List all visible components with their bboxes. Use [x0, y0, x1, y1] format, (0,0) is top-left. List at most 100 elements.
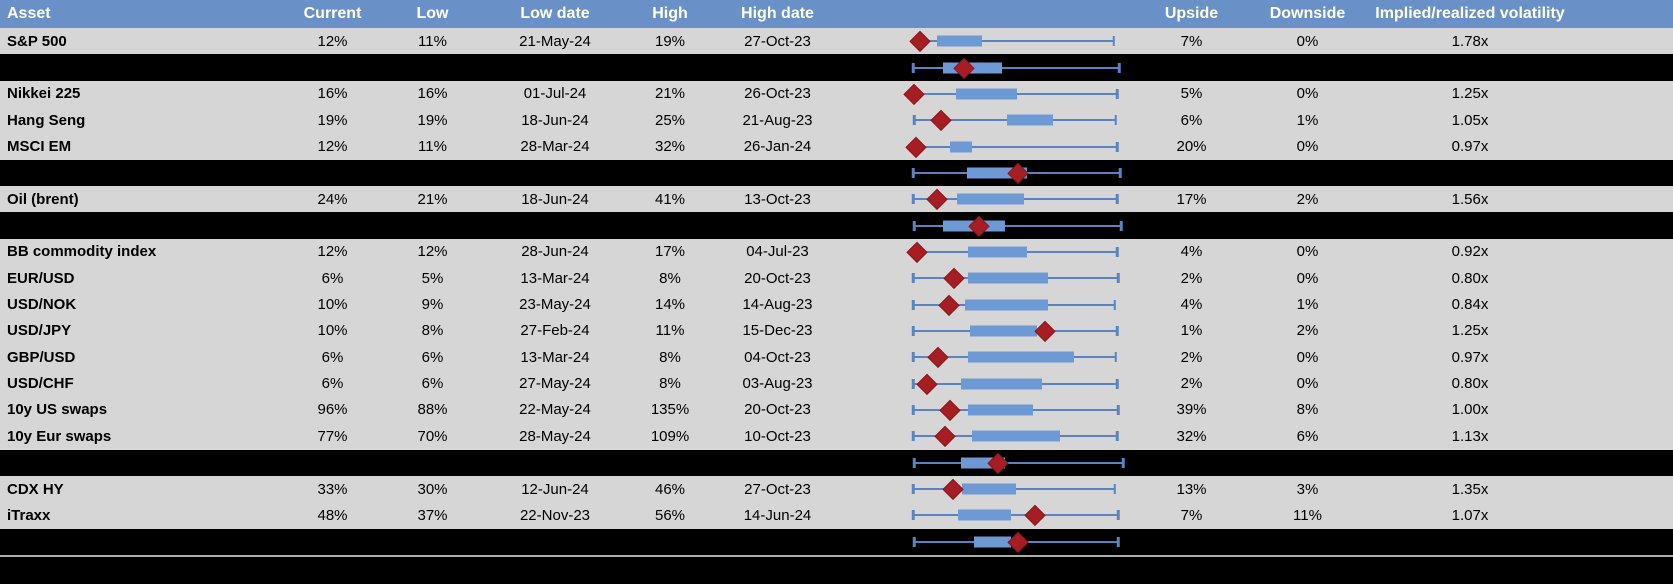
- current-cell[interactable]: 48%: [317, 506, 348, 524]
- implied-realized-cell[interactable]: 0.84x: [1451, 296, 1489, 314]
- table-row[interactable]: S&P 500 12% 11% 21-May-24 19% 27-Oct-23 7% 0% 1.…: [0, 28, 1673, 55]
- implied-realized-cell[interactable]: 0.80x: [1451, 375, 1489, 393]
- upside-cell[interactable]: 2%: [1180, 269, 1203, 287]
- downside-cell[interactable]: 0%: [1296, 32, 1319, 50]
- low-date-cell[interactable]: 18-Jun-24: [521, 190, 589, 208]
- high-cell[interactable]: 32%: [654, 138, 686, 156]
- high-date-cell[interactable]: 14-Jun-24: [743, 506, 812, 524]
- current-cell[interactable]: 6%: [321, 269, 344, 287]
- table-row[interactable]: GBP/USD 6% 6% 13-Mar-24 8% 04-Oct-23 2% 0% 0.97x: [0, 344, 1673, 371]
- downside-cell[interactable]: 2%: [1296, 190, 1319, 208]
- asset-cell[interactable]: 10y US swaps: [7, 401, 108, 419]
- high-cell[interactable]: 8%: [659, 348, 681, 366]
- downside-cell[interactable]: 0%: [1296, 269, 1319, 287]
- implied-realized-cell[interactable]: 1.25x: [1451, 85, 1489, 103]
- high-date-cell[interactable]: 21-Aug-23: [742, 111, 813, 129]
- asset-cell[interactable]: GBP/USD: [7, 348, 76, 366]
- upside-cell[interactable]: 20%: [1176, 138, 1207, 156]
- low-cell[interactable]: 8%: [421, 322, 444, 340]
- low-date-cell[interactable]: 18-Jun-24: [521, 111, 589, 129]
- implied-realized-cell[interactable]: 1.05x: [1451, 111, 1489, 129]
- downside-cell[interactable]: 11%: [1293, 506, 1322, 524]
- low-date-cell[interactable]: 27-Feb-24: [520, 322, 590, 340]
- current-cell[interactable]: 6%: [321, 348, 344, 366]
- upside-cell[interactable]: 17%: [1176, 190, 1207, 208]
- low-cell[interactable]: 11%: [418, 32, 447, 50]
- downside-cell[interactable]: 1%: [1296, 296, 1319, 314]
- upside-cell[interactable]: 13%: [1176, 480, 1207, 498]
- downside-cell[interactable]: 1%: [1296, 111, 1319, 129]
- high-cell[interactable]: 41%: [654, 190, 686, 208]
- implied-realized-cell[interactable]: 1.07x: [1451, 506, 1489, 524]
- downside-cell[interactable]: 0%: [1296, 243, 1319, 261]
- table-row[interactable]: 10y Eur swaps 77% 70% 28-May-24 109% 10-Oct-2…: [0, 423, 1673, 450]
- current-cell[interactable]: 12%: [317, 243, 348, 261]
- high-date-cell[interactable]: 10-Oct-23: [744, 427, 811, 445]
- upside-cell[interactable]: 39%: [1176, 401, 1207, 419]
- low-date-cell[interactable]: 28-Jun-24: [521, 243, 589, 261]
- low-cell[interactable]: 37%: [417, 506, 448, 524]
- high-cell[interactable]: 11%: [655, 322, 685, 340]
- low-cell[interactable]: 19%: [417, 111, 448, 129]
- table-row[interactable]: MSCI EM 12% 11% 28-Mar-24 32% 26-Jan-24 20% 0% 0…: [0, 133, 1673, 160]
- asset-cell[interactable]: Nikkei 225: [7, 85, 81, 103]
- high-date-cell[interactable]: 15-Dec-23: [742, 322, 813, 340]
- asset-cell[interactable]: iTraxx: [7, 506, 51, 524]
- table-row[interactable]: USD/JPY 10% 8% 27-Feb-24 11% 15-Dec-23 1% 2% 1.2…: [0, 317, 1673, 345]
- high-date-cell[interactable]: 27-Oct-23: [744, 480, 811, 498]
- low-cell[interactable]: 16%: [417, 85, 448, 103]
- table-row[interactable]: Oil (brent) 24% 21% 18-Jun-24 41% 13-Oct-23 17…: [0, 186, 1673, 213]
- high-date-cell[interactable]: 14-Aug-23: [742, 296, 813, 314]
- high-date-cell[interactable]: 13-Oct-23: [744, 190, 811, 208]
- upside-cell[interactable]: 2%: [1180, 375, 1203, 393]
- low-cell[interactable]: 70%: [417, 427, 448, 445]
- current-cell[interactable]: 24%: [317, 190, 348, 208]
- low-cell[interactable]: 12%: [417, 243, 448, 261]
- high-date-cell[interactable]: 26-Oct-23: [744, 85, 811, 103]
- current-cell[interactable]: 10%: [317, 322, 348, 340]
- low-date-cell[interactable]: 01-Jul-24: [523, 85, 587, 103]
- low-cell[interactable]: 30%: [417, 480, 448, 498]
- implied-realized-cell[interactable]: 1.35x: [1451, 480, 1489, 498]
- asset-cell[interactable]: 10y Eur swaps: [7, 427, 112, 445]
- current-cell[interactable]: 33%: [317, 480, 348, 498]
- high-cell[interactable]: 8%: [659, 375, 681, 393]
- asset-cell[interactable]: USD/NOK: [7, 296, 77, 314]
- high-cell[interactable]: 8%: [659, 269, 681, 287]
- high-cell[interactable]: 19%: [654, 32, 686, 50]
- low-cell[interactable]: 11%: [418, 138, 447, 156]
- table-row[interactable]: USD/CHF 6% 6% 27-May-24 8% 03-Aug-23 2% 0% 0.80x: [0, 370, 1673, 397]
- table-row[interactable]: Hang Seng 19% 19% 18-Jun-24 25% 21-Aug-23 6% 1%…: [0, 107, 1673, 134]
- low-cell[interactable]: 9%: [421, 296, 444, 314]
- upside-cell[interactable]: 6%: [1180, 111, 1203, 129]
- asset-cell[interactable]: USD/CHF: [7, 375, 74, 393]
- table-row[interactable]: Nikkei 225 16% 16% 01-Jul-24 21% 26-Oct-23 5% 0…: [0, 80, 1673, 108]
- low-cell[interactable]: 6%: [421, 375, 444, 393]
- current-cell[interactable]: 12%: [317, 32, 348, 50]
- downside-cell[interactable]: 8%: [1296, 401, 1319, 419]
- high-cell[interactable]: 109%: [650, 427, 690, 445]
- implied-realized-cell[interactable]: 0.97x: [1451, 348, 1489, 366]
- table-row[interactable]: CDX HY 33% 30% 12-Jun-24 46% 27-Oct-23 13% 3% 1.…: [0, 475, 1673, 503]
- table-row[interactable]: EUR/USD 6% 5% 13-Mar-24 8% 20-Oct-23 2% 0% 0.80x: [0, 265, 1673, 292]
- low-date-cell[interactable]: 12-Jun-24: [521, 480, 589, 498]
- asset-cell[interactable]: Oil (brent): [7, 190, 79, 208]
- upside-cell[interactable]: 1%: [1180, 322, 1203, 340]
- low-date-cell[interactable]: 22-May-24: [519, 401, 591, 419]
- table-row[interactable]: USD/NOK 10% 9% 23-May-24 14% 14-Aug-23 4% 1% 0.8…: [0, 291, 1673, 318]
- high-date-cell[interactable]: 20-Oct-23: [744, 269, 811, 287]
- upside-cell[interactable]: 2%: [1180, 348, 1203, 366]
- low-date-cell[interactable]: 23-May-24: [519, 296, 591, 314]
- low-date-cell[interactable]: 13-Mar-24: [520, 269, 590, 287]
- low-date-cell[interactable]: 28-Mar-24: [520, 138, 590, 156]
- current-cell[interactable]: 16%: [317, 85, 348, 103]
- high-cell[interactable]: 21%: [654, 85, 686, 103]
- table-row[interactable]: BB commodity index 12% 12% 28-Jun-24 17% 04-J…: [0, 238, 1673, 266]
- current-cell[interactable]: 10%: [317, 296, 348, 314]
- asset-cell[interactable]: Hang Seng: [7, 111, 86, 129]
- high-date-cell[interactable]: 27-Oct-23: [744, 32, 811, 50]
- upside-cell[interactable]: 4%: [1180, 243, 1203, 261]
- low-cell[interactable]: 21%: [417, 190, 448, 208]
- high-cell[interactable]: 46%: [654, 480, 686, 498]
- upside-cell[interactable]: 5%: [1180, 85, 1203, 103]
